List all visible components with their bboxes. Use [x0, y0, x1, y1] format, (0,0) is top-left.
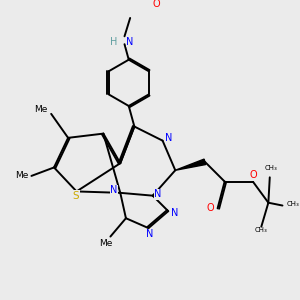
Text: Me: Me [34, 105, 48, 114]
Text: O: O [250, 170, 257, 180]
Text: Me: Me [15, 171, 28, 180]
Text: N: N [110, 185, 118, 195]
Text: N: N [146, 229, 154, 239]
Text: S: S [73, 191, 79, 201]
Text: N: N [154, 189, 161, 199]
Text: Me: Me [100, 239, 113, 248]
Text: CH₃: CH₃ [255, 227, 268, 233]
Text: N: N [126, 37, 133, 47]
Text: H: H [110, 37, 118, 47]
Text: CH₃: CH₃ [287, 201, 299, 207]
Text: N: N [171, 208, 178, 218]
Text: O: O [153, 0, 160, 9]
Polygon shape [175, 159, 206, 170]
Text: CH₃: CH₃ [265, 165, 278, 171]
Text: N: N [165, 133, 172, 143]
Text: O: O [207, 203, 214, 213]
